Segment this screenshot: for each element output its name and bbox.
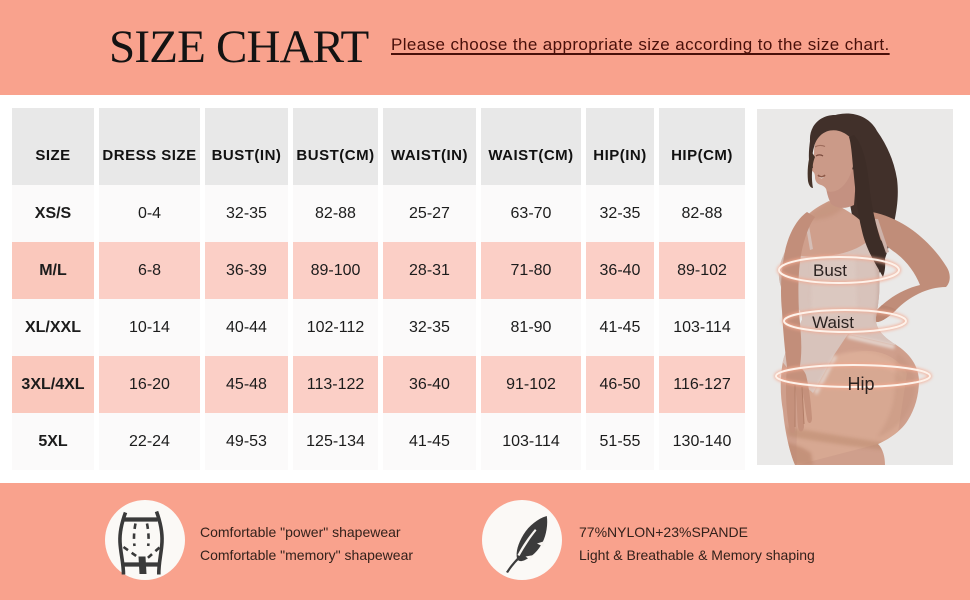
svg-text:Hip: Hip bbox=[847, 374, 874, 394]
svg-text:Waist: Waist bbox=[812, 313, 854, 332]
svg-text:Bust: Bust bbox=[813, 261, 847, 280]
